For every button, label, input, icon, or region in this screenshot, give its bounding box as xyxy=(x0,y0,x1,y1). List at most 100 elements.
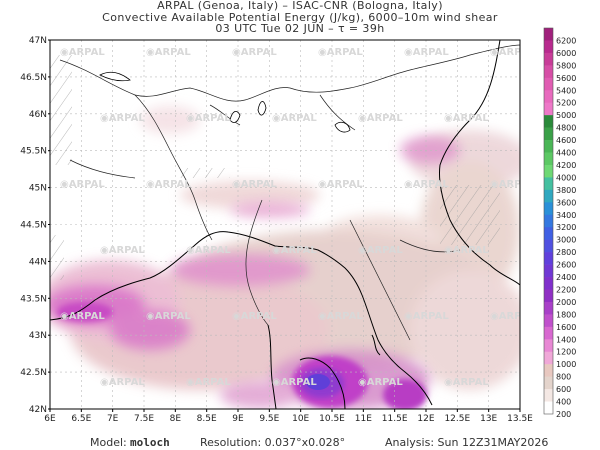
watermark-text: ◉ARPAL xyxy=(186,377,231,388)
lat-labels: 47N 46.5N 46N 45.5N 45N 44.5N 44N 43.5N 43N 42.5N… xyxy=(20,36,50,415)
coastlines xyxy=(50,40,520,409)
colorbar-label: 3200 xyxy=(556,223,576,232)
colorbar-swatch xyxy=(544,364,553,377)
watermark-text: ◉ARPAL xyxy=(100,113,145,124)
colorbar-swatch xyxy=(544,152,553,166)
lat-label: 47N xyxy=(29,36,47,46)
lon-label: 9E xyxy=(232,414,244,424)
watermark-text: ◉ARPAL xyxy=(60,47,105,58)
watermark-text: ◉ARPAL xyxy=(186,245,231,256)
colorbar-swatch xyxy=(544,115,553,128)
colorbar-swatch xyxy=(544,202,553,216)
colorbar xyxy=(543,27,554,415)
watermark-text: ◉ARPAL xyxy=(100,245,145,256)
colorbar-label: 2000 xyxy=(556,298,576,307)
colorbar-swatch xyxy=(544,401,553,415)
lat-label: 43N xyxy=(29,331,47,341)
watermark-text: ◉ARPAL xyxy=(490,179,535,190)
model-value: moloch xyxy=(130,436,170,449)
colorbar-swatch xyxy=(544,239,553,253)
colorbar-label: 2200 xyxy=(556,285,576,294)
lat-label: 42N xyxy=(29,405,47,415)
colorbar-swatch xyxy=(544,140,553,153)
lon-labels: 6E 6.5E 7E 7.5E 8E 8.5E 9E 9.5E 10E 10.5E 11E 11.5E… xyxy=(44,409,533,424)
colorbar-label: 3600 xyxy=(556,198,576,207)
watermarks: ◉ARPAL ◉ARPAL ◉ARPAL ◉ARPAL ◉ARPAL ◉ARPAL ◉ARP… xyxy=(60,47,535,388)
watermark-text: ◉ARPAL xyxy=(186,113,231,124)
colorbar-swatch xyxy=(544,227,553,240)
colorbar-swatch xyxy=(544,127,553,141)
colorbar-label: 4800 xyxy=(556,124,576,133)
watermark-text: ◉ARPAL xyxy=(232,311,277,322)
colorbar-swatch xyxy=(544,77,553,91)
colorbar-label: 1600 xyxy=(556,323,576,332)
colorbar-swatch xyxy=(544,52,553,66)
colorbar-label: 2800 xyxy=(556,248,576,257)
lat-label: 42.5N xyxy=(20,368,47,378)
watermark-text: ◉ARPAL xyxy=(60,179,105,190)
colorbar-swatch xyxy=(544,314,553,328)
lon-label: 6.5E xyxy=(71,414,91,424)
lon-label: 8E xyxy=(170,414,182,424)
colorbar-swatch xyxy=(544,351,553,365)
colorbar-label: 4200 xyxy=(556,161,576,170)
colorbar-swatch xyxy=(544,189,553,203)
watermark-text: ◉ARPAL xyxy=(146,179,191,190)
lon-label: 7E xyxy=(107,414,119,424)
colorbar-label: 5800 xyxy=(556,61,576,70)
colorbar-label: 4600 xyxy=(556,136,576,145)
lon-label: 9.5E xyxy=(259,414,279,424)
colorbar-swatch xyxy=(544,214,553,228)
colorbar-label: 4000 xyxy=(556,173,576,182)
colorbar-label: 3800 xyxy=(556,186,576,195)
lat-label: 46.5N xyxy=(20,73,47,83)
watermark-text: ◉ARPAL xyxy=(444,245,489,256)
watermark-text: ◉ARPAL xyxy=(146,311,191,322)
colorbar-swatch xyxy=(544,264,553,278)
colorbar-label: 1800 xyxy=(556,310,576,319)
watermark-text: ◉ARPAL xyxy=(146,47,191,58)
colorbar-label: 6000 xyxy=(556,49,576,58)
colorbar-label: 1000 xyxy=(556,360,576,369)
colorbar-label: 200 xyxy=(556,410,571,419)
watermark-text: ◉ARPAL xyxy=(232,47,277,58)
colorbar-swatch xyxy=(544,301,553,315)
header-line-2: Convective Available Potential Energy (J… xyxy=(102,10,498,24)
watermark-text: ◉ARPAL xyxy=(318,47,363,58)
colorbar-swatch xyxy=(544,102,553,116)
resolution-text: Resolution: 0.037°x0.028° xyxy=(200,436,346,449)
lon-label: 6E xyxy=(44,414,56,424)
map-area: ◉ARPAL ◉ARPAL ◉ARPAL ◉ARPAL ◉ARPAL ◉ARPAL ◉ARP… xyxy=(50,40,535,409)
lat-label: 46N xyxy=(29,110,47,120)
lon-label: 10E xyxy=(292,414,309,424)
watermark-text: ◉ARPAL xyxy=(272,245,317,256)
watermark-text: ◉ARPAL xyxy=(60,311,105,322)
watermark-text: ◉ARPAL xyxy=(490,47,535,58)
colorbar-swatch xyxy=(544,65,553,79)
watermark-text: ◉ARPAL xyxy=(358,377,403,388)
colorbar-frame xyxy=(543,27,554,415)
colorbar-label: 800 xyxy=(556,373,571,382)
country-borders xyxy=(59,44,520,341)
lat-label: 45.5N xyxy=(20,147,47,157)
colorbar-label: 3000 xyxy=(556,236,576,245)
colorbar-swatch xyxy=(544,164,553,178)
lon-label: 13.5E xyxy=(507,414,533,424)
colorbar-label: 2600 xyxy=(556,261,576,270)
colorbar-label: 6200 xyxy=(556,36,576,45)
colorbar-label: 5200 xyxy=(556,99,576,108)
watermark-text: ◉ARPAL xyxy=(318,311,363,322)
watermark-text: ◉ARPAL xyxy=(358,245,403,256)
colorbar-label: 1200 xyxy=(556,348,576,357)
lon-label: 7.5E xyxy=(134,414,154,424)
watermark-text: ◉ARPAL xyxy=(404,179,449,190)
lon-label: 12.5E xyxy=(444,414,470,424)
watermark-text: ◉ARPAL xyxy=(404,311,449,322)
watermark-text: ◉ARPAL xyxy=(272,377,317,388)
watermark-text: ◉ARPAL xyxy=(100,377,145,388)
colorbar-label: 600 xyxy=(556,385,571,394)
colorbar-label: 5400 xyxy=(556,86,576,95)
lon-label: 12E xyxy=(417,414,434,424)
colorbar-label: 4400 xyxy=(556,149,576,158)
